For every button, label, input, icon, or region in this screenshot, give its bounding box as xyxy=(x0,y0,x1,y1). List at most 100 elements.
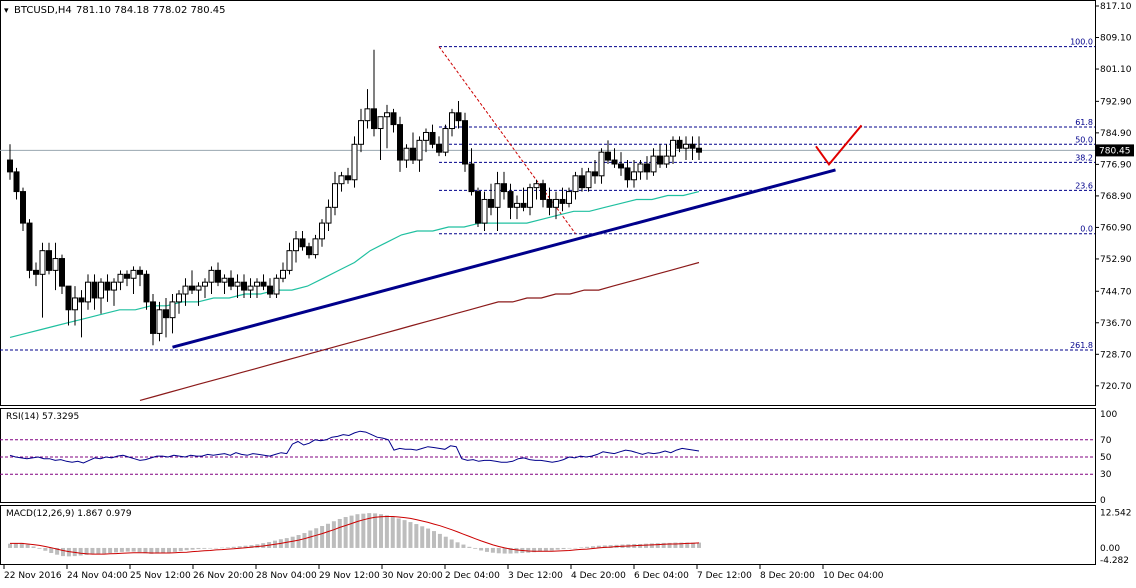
time-axis-label: 30 Nov 20:00 xyxy=(382,571,443,581)
macd-histogram-bar xyxy=(420,526,425,548)
candle-bearish xyxy=(546,198,553,208)
macd-histogram-bar xyxy=(302,533,307,548)
macd-series-layer xyxy=(8,513,701,557)
macd-histogram-bar xyxy=(31,546,36,548)
macd-histogram-bar xyxy=(384,515,389,548)
candle-bearish xyxy=(429,131,436,145)
candle-bullish xyxy=(637,163,644,173)
candle-bearish xyxy=(13,171,20,193)
macd-histogram-bar xyxy=(102,547,107,554)
candle-bullish xyxy=(332,183,338,208)
chart-collapse-icon[interactable]: ▾ xyxy=(4,6,9,16)
candle-bearish xyxy=(26,222,33,271)
price-axis-label: 728.70 xyxy=(1100,350,1132,360)
macd-histogram-bar xyxy=(8,543,12,548)
candle-bearish xyxy=(215,269,221,283)
candle-bearish xyxy=(91,281,98,299)
candle-bullish xyxy=(553,198,559,208)
candle-bullish xyxy=(254,281,260,287)
candle-bearish xyxy=(137,269,143,275)
macd-histogram-bar xyxy=(555,547,560,550)
price-axis-label: 760.90 xyxy=(1100,223,1132,233)
macd-histogram-bar xyxy=(596,545,601,548)
candle-bullish xyxy=(358,120,364,145)
candle-bearish xyxy=(624,167,631,181)
macd-histogram-bar xyxy=(66,547,71,557)
candle-bullish xyxy=(111,281,117,291)
candle-bearish xyxy=(104,281,111,291)
axis-layer: 817.10 809.10 801.10 792.90 784.90 776.90 768.… xyxy=(3,2,1134,581)
macd-histogram-bar xyxy=(220,547,224,549)
rsi-label: RSI(14) 57.3295 xyxy=(6,412,79,422)
macd-histogram-bar xyxy=(231,546,236,548)
macd-histogram-bar xyxy=(502,547,507,554)
candle-bearish xyxy=(33,269,39,275)
candle-bullish xyxy=(85,281,91,303)
time-axis-label: 24 Nov 04:00 xyxy=(67,571,128,581)
rsi-axis-label: 70 xyxy=(1100,436,1112,446)
candle-bullish xyxy=(384,112,390,118)
candle-bearish xyxy=(507,191,514,208)
rsi-panel[interactable] xyxy=(0,408,1096,503)
macd-histogram-bar xyxy=(437,533,442,548)
candle-bearish xyxy=(143,273,150,303)
time-axis-label: 8 Dec 20:00 xyxy=(760,571,815,581)
macd-histogram-bar xyxy=(320,526,325,548)
macd-histogram-bar xyxy=(479,547,484,551)
macd-histogram-bar xyxy=(13,543,18,548)
candle-bullish xyxy=(442,128,449,153)
fib-level-label: 38.2 xyxy=(1075,153,1093,162)
macd-histogram-bar xyxy=(96,547,101,555)
time-axis-label: 7 Dec 12:00 xyxy=(697,571,752,581)
time-axis-label: 26 Nov 20:00 xyxy=(193,571,254,581)
price-axis-label: 744.70 xyxy=(1100,287,1132,297)
candle-bullish xyxy=(572,175,579,193)
macd-histogram-bar xyxy=(679,542,684,548)
candle-bullish xyxy=(273,277,280,295)
candle-bullish xyxy=(293,238,299,252)
forecast-path xyxy=(815,124,863,167)
macd-histogram-bar xyxy=(355,514,360,548)
macd-histogram-bar xyxy=(496,547,501,554)
macd-histogram-bar xyxy=(125,547,130,552)
time-axis-label: 2 Dec 04:00 xyxy=(445,571,500,581)
candle-bearish xyxy=(618,163,624,169)
macd-histogram-bar xyxy=(673,542,678,548)
candle-bullish xyxy=(52,258,59,271)
candle-bullish xyxy=(533,183,540,189)
macd-histogram-bar xyxy=(367,513,372,548)
macd-histogram-bar xyxy=(691,542,696,548)
macd-histogram-bar xyxy=(602,545,607,548)
macd-histogram-bar xyxy=(543,547,548,552)
candle-bullish xyxy=(286,250,293,271)
candle-bearish xyxy=(78,297,85,303)
candle-bullish xyxy=(423,131,429,141)
macd-histogram-bar xyxy=(390,516,395,548)
macd-histogram-bar xyxy=(443,536,448,548)
candle-bullish xyxy=(182,285,189,295)
macd-histogram-bar xyxy=(190,547,195,550)
candle-bullish xyxy=(221,277,228,283)
candle-bearish xyxy=(657,155,663,165)
current-price-tag xyxy=(1096,144,1134,157)
macd-histogram-bar xyxy=(449,539,454,548)
macd-histogram-bar xyxy=(573,547,578,549)
macd-histogram-bar xyxy=(561,547,566,550)
macd-histogram-bar xyxy=(402,520,407,548)
macd-histogram-bar xyxy=(196,547,201,550)
macd-histogram-bar xyxy=(114,547,118,553)
candle-bullish xyxy=(514,202,520,208)
candle-bearish xyxy=(163,309,169,319)
candle-bearish xyxy=(462,120,468,165)
candle-bullish xyxy=(663,155,670,165)
macd-histogram-bar xyxy=(19,542,24,548)
candle-bullish xyxy=(449,112,455,130)
candle-bearish xyxy=(455,112,462,122)
candle-bullish xyxy=(169,301,176,319)
candle-bearish xyxy=(390,112,397,126)
macd-panel[interactable] xyxy=(0,505,1096,565)
candle-bullish xyxy=(670,139,676,157)
macd-histogram-bar xyxy=(373,513,378,548)
